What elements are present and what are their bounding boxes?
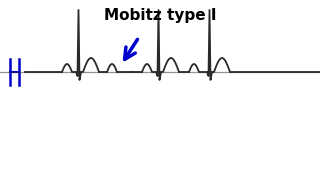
Text: Mobitz type I: Mobitz type I <box>104 8 216 23</box>
